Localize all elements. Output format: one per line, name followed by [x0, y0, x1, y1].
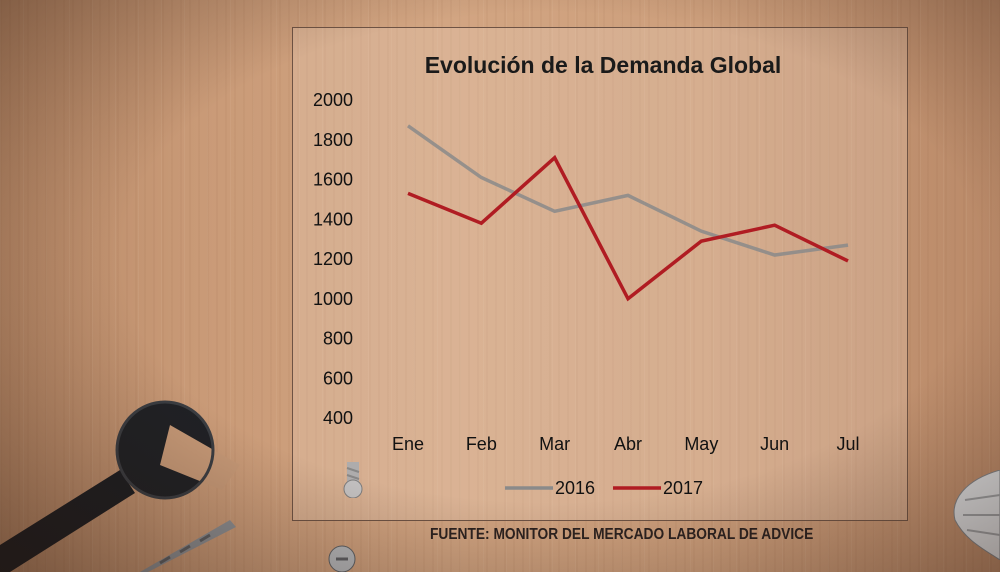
y-tick-label: 600 — [323, 368, 353, 388]
y-tick-label: 1600 — [313, 170, 353, 190]
x-tick-label: Feb — [466, 434, 497, 454]
y-tick-label: 1000 — [313, 289, 353, 309]
y-tick-label: 400 — [323, 408, 353, 428]
line-chart: Evolución de la Demanda Global 400 600 800… — [313, 52, 860, 498]
plot-lines — [406, 124, 849, 302]
screw-icon — [328, 545, 356, 572]
wrench-icon — [0, 400, 240, 572]
x-tick-label: May — [684, 434, 718, 454]
screw-icon — [343, 462, 363, 498]
y-tick-label: 1400 — [313, 209, 353, 229]
legend: 2016 2017 — [505, 478, 703, 498]
x-tick-label: Mar — [539, 434, 570, 454]
chart-frame: Evolución de la Demanda Global 400 600 800… — [292, 27, 908, 521]
legend-label: 2016 — [555, 478, 595, 498]
drill-bit-icon — [140, 520, 236, 572]
x-tick-label: Jun — [760, 434, 789, 454]
y-axis: 400 600 800 1000 1200 1400 1600 1800 2000 — [313, 90, 353, 428]
source-note: FUENTE: MONITOR DEL MERCADO LABORAL DE A… — [430, 526, 814, 543]
pliers-icon — [953, 470, 1000, 560]
x-tick-label: Jul — [836, 434, 859, 454]
series-line-2016 — [406, 124, 849, 257]
series-line-2017 — [407, 154, 849, 302]
legend-label: 2017 — [663, 478, 703, 498]
y-tick-label: 2000 — [313, 90, 353, 110]
y-tick-label: 800 — [323, 329, 353, 349]
y-tick-label: 1800 — [313, 130, 353, 150]
x-axis: Ene Feb Mar Abr May Jun Jul — [392, 434, 860, 454]
y-tick-label: 1200 — [313, 249, 353, 269]
x-tick-label: Abr — [614, 434, 642, 454]
x-tick-label: Ene — [392, 434, 424, 454]
chart-title: Evolución de la Demanda Global — [425, 52, 782, 78]
